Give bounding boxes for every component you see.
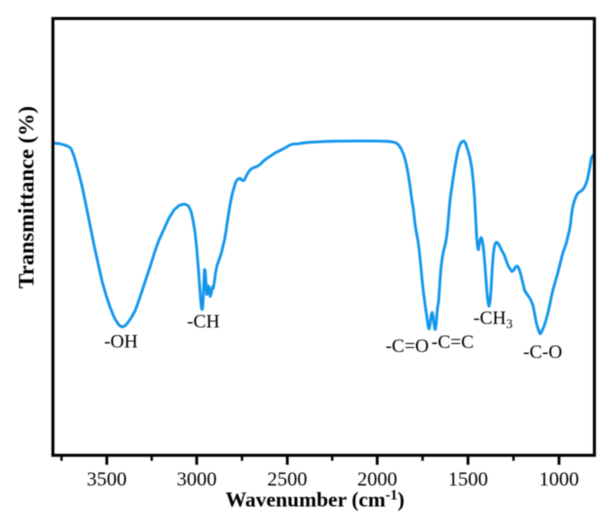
svg-text:2500: 2500 [267, 469, 307, 491]
svg-text:3000: 3000 [177, 469, 217, 491]
svg-text:1000: 1000 [539, 469, 579, 491]
svg-text:2000: 2000 [357, 469, 397, 491]
svg-text:Wavenumber (cm-1): Wavenumber (cm-1) [225, 487, 404, 511]
svg-text:3500: 3500 [87, 469, 127, 491]
svg-text:-C=O: -C=O [385, 336, 428, 357]
svg-text:1500: 1500 [448, 469, 488, 491]
svg-text:-CH3: -CH3 [473, 308, 512, 331]
svg-text:Transmittance (%): Transmittance (%) [14, 106, 39, 289]
svg-text:-C-O: -C-O [523, 342, 562, 363]
svg-text:-C=C: -C=C [431, 332, 473, 353]
svg-text:-CH: -CH [187, 312, 220, 333]
svg-text:-OH: -OH [104, 332, 138, 353]
